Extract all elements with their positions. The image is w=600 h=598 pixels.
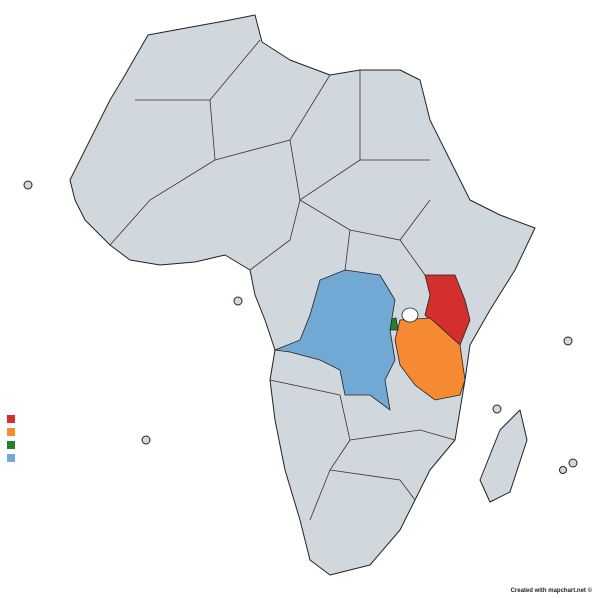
island — [559, 466, 567, 474]
legend-swatch — [7, 441, 15, 449]
island — [141, 435, 151, 445]
tanzania — [394, 317, 466, 401]
island — [568, 458, 578, 468]
legend-swatch — [7, 415, 15, 423]
island — [23, 180, 33, 190]
madagascar — [479, 409, 528, 503]
island — [563, 336, 573, 346]
lake-victoria — [401, 307, 419, 323]
island — [233, 296, 243, 306]
legend-swatch — [7, 454, 15, 462]
legend — [7, 415, 15, 462]
country-borders — [109, 39, 456, 521]
island — [492, 404, 502, 414]
dr-congo — [273, 269, 396, 411]
credit: Created with mapchart.net © — [511, 587, 593, 594]
legend-swatch — [7, 428, 15, 436]
africa — [69, 14, 536, 576]
